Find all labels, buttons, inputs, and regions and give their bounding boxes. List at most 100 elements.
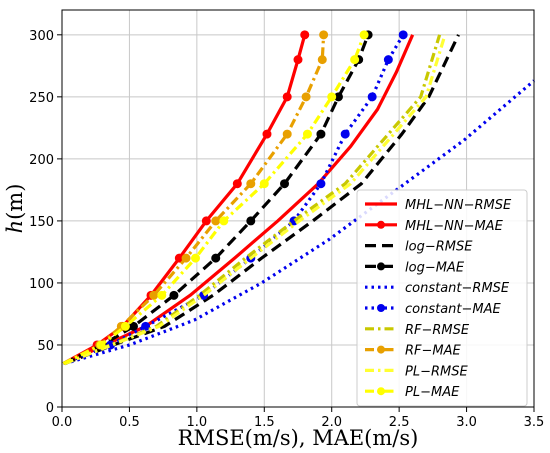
data-point (367, 92, 377, 102)
data-point (302, 129, 312, 139)
legend: MHL−NN−RMSE MHL−NN−MAE log−RMSE log−MAE cons… (356, 189, 528, 407)
legend-label: log−MAE (405, 260, 465, 275)
y-tick-label: 100 (29, 277, 54, 292)
series-line (62, 33, 405, 366)
y-tick-label: 50 (37, 339, 54, 354)
data-point (169, 290, 179, 300)
series-mhl-nn-rmse (64, 34, 415, 366)
y-axis-label: h(m) (3, 184, 27, 234)
data-point (340, 129, 350, 139)
legend-label: constant−MAE (405, 302, 502, 317)
data-point (350, 55, 360, 65)
data-point (262, 129, 272, 139)
legend-item: log−MAE (365, 260, 465, 275)
data-point (211, 216, 221, 226)
axis-ticks: 0.0 0.5 1.0 1.5 2.0 2.5 3.0 3.5 0 50 100 150 200 250 3… (29, 29, 544, 430)
data-point (359, 30, 369, 40)
legend-item: RF−MAE (365, 344, 462, 359)
series-mhl-nn-mae (62, 30, 310, 365)
series-line (62, 34, 366, 366)
series-pl-rmse (64, 34, 447, 366)
legend-marker (377, 345, 385, 354)
legend-label: PL−RMSE (405, 364, 468, 379)
legend-item: RF−RMSE (365, 323, 470, 338)
data-point (327, 92, 337, 102)
series-constant-mae (62, 30, 408, 366)
data-point (201, 216, 211, 226)
legend-marker (377, 262, 385, 271)
data-point (293, 55, 303, 65)
legend-label: RF−RMSE (405, 323, 470, 338)
y-tick-label: 200 (29, 153, 54, 168)
plot-frame (61, 9, 535, 408)
data-point (141, 321, 151, 331)
data-point (282, 92, 292, 102)
series-line (64, 34, 447, 366)
legend-item: PL−MAE (365, 385, 460, 400)
y-tick-label: 300 (29, 29, 54, 44)
x-tick-label: 2.5 (389, 415, 410, 430)
legend-label: MHL−NN−MAE (405, 219, 504, 234)
data-point (211, 253, 221, 263)
series-layer (62, 30, 536, 366)
series-constant-rmse (64, 79, 536, 366)
data-point (282, 129, 292, 139)
y-tick-label: 150 (29, 215, 54, 230)
data-point (181, 253, 191, 263)
data-point (383, 55, 393, 65)
series-line (62, 34, 326, 366)
data-point (259, 179, 269, 189)
data-point (191, 253, 201, 263)
data-point (149, 290, 159, 300)
x-axis-label: RMSE(m/s), MAE(m/s) (178, 426, 419, 450)
series-line (64, 34, 415, 366)
series-rf-mae (62, 30, 329, 366)
data-point (301, 92, 311, 102)
legend-item: constant−MAE (365, 302, 502, 317)
legend-label: PL−MAE (405, 385, 460, 400)
series-log-rmse (64, 34, 460, 366)
x-tick-label: 3.0 (456, 415, 477, 430)
x-tick-label: 0.5 (119, 415, 140, 430)
data-point (319, 30, 329, 40)
legend-label: log−RMSE (405, 240, 473, 255)
legend-marker (377, 304, 385, 312)
legend-label: MHL−NN−RMSE (405, 198, 512, 213)
series-line (64, 79, 536, 366)
data-point (300, 30, 310, 40)
series-line (62, 34, 370, 366)
data-point (219, 216, 229, 226)
x-tick-label: 0.0 (52, 415, 73, 430)
legend-item: constant−RMSE (365, 281, 510, 296)
legend-item: PL−RMSE (365, 364, 468, 379)
y-tick-label: 250 (29, 91, 54, 106)
data-point (317, 55, 327, 65)
legend-marker (377, 387, 385, 396)
data-point (157, 290, 167, 300)
legend-label: constant−RMSE (405, 281, 510, 296)
legend-marker (377, 220, 385, 229)
data-point (316, 129, 326, 139)
legend-item: MHL−NN−RMSE (365, 198, 512, 213)
x-tick-label: 1.0 (187, 415, 208, 430)
x-tick-label: 3.5 (524, 415, 545, 430)
legend-item: log−RMSE (365, 240, 473, 255)
series-rf-rmse (64, 34, 442, 366)
data-point (246, 179, 256, 189)
data-point (316, 179, 326, 189)
y-tick-label: 0 (46, 401, 54, 416)
y-axis-label-text: h(m) (3, 184, 27, 234)
data-point (96, 340, 106, 350)
data-point (232, 179, 242, 189)
data-point (280, 179, 290, 189)
data-point (246, 216, 256, 226)
data-point (120, 321, 130, 331)
legend-box (356, 189, 528, 407)
series-line (64, 34, 460, 366)
legend-item: MHL−NN−MAE (365, 219, 504, 234)
series-line (64, 34, 442, 366)
x-tick-label: 1.5 (254, 415, 275, 430)
x-tick-label: 2.0 (321, 415, 342, 430)
data-point (398, 30, 408, 40)
